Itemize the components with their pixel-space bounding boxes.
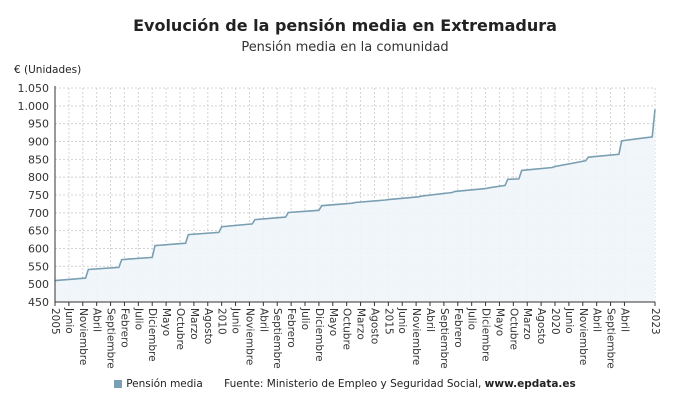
- x-tick-label: Septiembre: [271, 308, 283, 369]
- y-tick-label: 950: [28, 118, 49, 131]
- source-text: Fuente: Ministerio de Empleo y Seguridad…: [224, 378, 485, 390]
- source-link[interactable]: www.epdata.es: [484, 378, 576, 390]
- legend-label: Pensión media: [126, 378, 203, 390]
- x-tick-label: Octubre: [174, 308, 186, 350]
- x-tick-label: Junio: [63, 307, 75, 334]
- x-tick-label: Junio: [563, 307, 575, 334]
- y-axis-label: € (Unidades): [14, 64, 82, 76]
- x-tick-label: Noviembre: [77, 308, 89, 365]
- y-tick-label: 450: [28, 296, 49, 309]
- y-tick-label: 850: [28, 153, 49, 166]
- x-tick-label: Diciembre: [146, 308, 158, 362]
- x-tick-label: 2015: [382, 308, 394, 335]
- x-tick-label: Septiembre: [605, 308, 617, 369]
- chart-subtitle: Pensión media en la comunidad: [241, 40, 449, 55]
- x-tick-label: Mayo: [493, 308, 505, 336]
- x-tick-label: Noviembre: [243, 308, 255, 365]
- x-tick-label: 2020: [549, 308, 561, 335]
- x-tick-label: Abril: [618, 308, 630, 332]
- x-tick-label: 2023: [649, 308, 661, 335]
- x-tick-label: Marzo: [188, 308, 200, 340]
- x-tick-label: Octubre: [507, 308, 519, 350]
- series-area: [55, 109, 655, 303]
- y-tick-label: 650: [28, 225, 49, 238]
- x-tick-label: 2010: [216, 308, 228, 335]
- x-tick-label: Julio: [132, 307, 144, 330]
- x-tick-label: Mayo: [327, 308, 339, 336]
- x-tick-label: Septiembre: [105, 308, 117, 369]
- x-tick-label: Abril: [424, 308, 436, 332]
- x-tick-label: Marzo: [355, 308, 367, 340]
- x-tick-label: Febrero: [285, 308, 297, 348]
- x-tick-label: Diciembre: [313, 308, 325, 362]
- legend-swatch: [114, 380, 123, 388]
- y-tick-label: 1.000: [18, 100, 50, 113]
- x-tick-label: Mayo: [160, 308, 172, 336]
- series-line: [54, 109, 656, 282]
- x-tick-label: Agosto: [368, 308, 380, 344]
- x-tick-label: Noviembre: [410, 308, 422, 365]
- y-tick-label: 500: [28, 278, 49, 291]
- x-tick-label: Febrero: [118, 308, 130, 348]
- legend: Pensión media Fuente: Ministerio de Empl…: [0, 378, 690, 390]
- x-tick-label: Septiembre: [438, 308, 450, 369]
- x-tick-label: Junio: [230, 307, 242, 334]
- y-tick-label: 750: [28, 189, 49, 202]
- source-note: Fuente: Ministerio de Empleo y Seguridad…: [224, 378, 576, 390]
- x-tick-label: Febrero: [452, 308, 464, 348]
- y-tick-label: 800: [28, 171, 49, 184]
- x-tick-label: Marzo: [521, 308, 533, 340]
- x-tick-label: Abril: [91, 308, 103, 332]
- x-tick-label: 2005: [49, 308, 61, 335]
- y-tick-label: 550: [28, 260, 49, 273]
- x-tick-label: Agosto: [535, 308, 547, 344]
- x-tick-label: Junio: [396, 307, 408, 334]
- x-tick-label: Abril: [591, 308, 603, 332]
- x-tick-label: Julio: [466, 307, 478, 330]
- x-tick-label: Diciembre: [480, 308, 492, 362]
- y-tick-label: 900: [28, 136, 49, 149]
- y-tick-label: 600: [28, 243, 49, 256]
- x-tick-label: Abril: [257, 308, 269, 332]
- y-tick-label: 700: [28, 207, 49, 220]
- x-tick-label: Agosto: [202, 308, 214, 344]
- y-tick-label: 1.050: [18, 82, 50, 95]
- x-tick-label: Octubre: [341, 308, 353, 350]
- x-tick-label: Julio: [299, 307, 311, 330]
- chart-title: Evolución de la pensión media en Extrema…: [133, 16, 557, 35]
- x-tick-label: Noviembre: [577, 308, 589, 365]
